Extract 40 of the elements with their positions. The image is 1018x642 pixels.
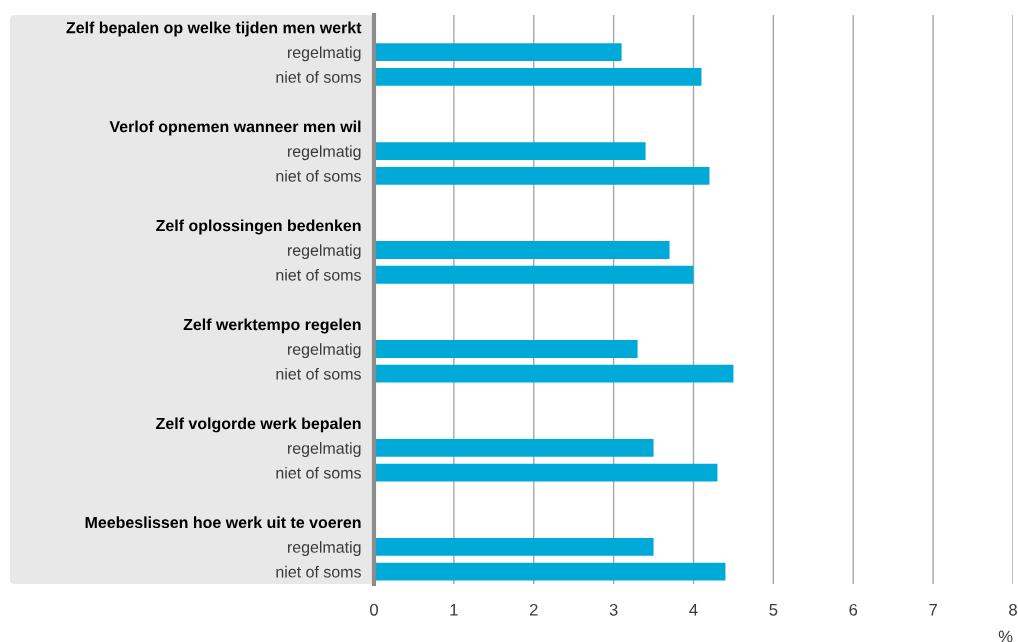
y-tick-label: Zelf volgorde werk bepalen bbox=[156, 417, 361, 433]
bar bbox=[374, 166, 710, 185]
y-tick-label: regelmatig bbox=[287, 343, 361, 359]
y-tick-label: regelmatig bbox=[287, 46, 361, 62]
y-tick-label: Zelf werktempo regelen bbox=[183, 318, 361, 334]
bar bbox=[374, 67, 702, 86]
x-tick-label: 5 bbox=[769, 604, 778, 616]
y-tick-label: niet of soms bbox=[276, 466, 361, 479]
y-tick-label: niet of soms bbox=[276, 268, 361, 281]
y-tick-label: niet of soms bbox=[276, 367, 361, 380]
bar bbox=[374, 562, 726, 581]
x-axis-title: % bbox=[998, 630, 1013, 642]
y-tick-label: regelmatig bbox=[287, 244, 361, 260]
x-tick-label: 2 bbox=[529, 603, 538, 616]
bar bbox=[374, 265, 694, 284]
y-tick-label: niet of soms bbox=[276, 71, 361, 83]
y-tick-label: Meebeslissen hoe werk uit te voeren bbox=[85, 516, 361, 529]
y-tick-label: Zelf oplossingen bedenken bbox=[156, 219, 361, 235]
bar bbox=[374, 537, 654, 556]
bar bbox=[374, 439, 654, 457]
bar bbox=[374, 340, 638, 358]
x-tick-label: 1 bbox=[450, 604, 458, 616]
y-tick-label: regelmatig bbox=[287, 442, 361, 458]
x-tick-label: 6 bbox=[849, 603, 858, 616]
bar bbox=[374, 142, 646, 160]
y-tick-label: Verlof opnemen wanneer men wil bbox=[109, 120, 361, 136]
x-tick-label: 8 bbox=[1009, 603, 1017, 616]
y-tick-label: niet of soms bbox=[276, 170, 361, 182]
bar bbox=[374, 364, 734, 383]
y-tick-label: niet of soms bbox=[276, 565, 361, 578]
bar bbox=[374, 43, 622, 62]
y-tick-label: Zelf bepalen op welke tijden men werkt bbox=[66, 21, 362, 37]
bar bbox=[374, 241, 670, 259]
x-tick-label: 7 bbox=[929, 604, 937, 616]
x-tick-label: 3 bbox=[609, 603, 618, 616]
y-tick-label: regelmatig bbox=[287, 145, 361, 161]
y-tick-label: regelmatig bbox=[287, 541, 361, 556]
x-tick-label: 4 bbox=[689, 604, 698, 616]
x-tick-label: 0 bbox=[370, 603, 378, 616]
bar bbox=[374, 463, 718, 482]
